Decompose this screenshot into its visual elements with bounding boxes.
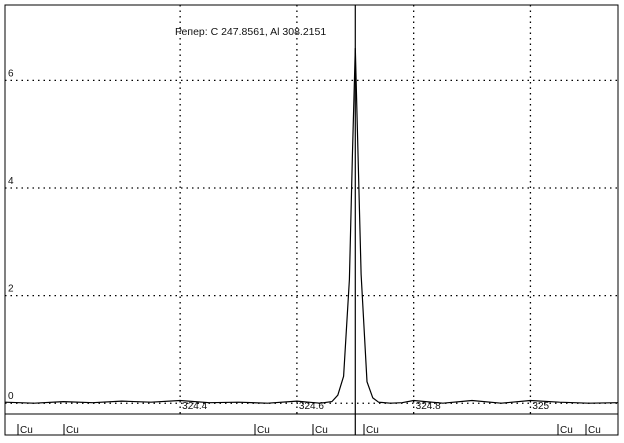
element-marker-label-4: Cu [366, 425, 379, 436]
element-marker-label-0: Cu [20, 425, 33, 436]
y-tick-label-0: 0 [8, 391, 14, 402]
element-marker-label-3: Cu [315, 425, 328, 436]
x-tick-labels: 324.4 324.6 324.8 325 [182, 401, 549, 412]
y-tick-label-1: 2 [8, 284, 14, 295]
x-tick-label-2: 324.8 [416, 401, 441, 412]
y-tick-labels: 0 2 4 6 [8, 68, 14, 402]
element-marker-label-2: Cu [257, 425, 270, 436]
plot-frame [4, 4, 619, 436]
x-tick-label-3: 325 [532, 401, 549, 412]
x-tick-label-1: 324.6 [299, 401, 324, 412]
y-tick-label-3: 6 [8, 68, 14, 79]
spectrum-series-line [4, 48, 619, 404]
element-marker-label-6: Cu [588, 425, 601, 436]
y-tick-label-2: 4 [8, 176, 14, 187]
element-markers: Cu Cu Cu Cu Cu Cu Cu [17, 424, 601, 436]
x-tick-label-0: 324.4 [182, 401, 207, 412]
element-marker-label-1: Cu [66, 425, 79, 436]
element-marker-label-5: Cu [560, 425, 573, 436]
grid [5, 5, 618, 414]
chart-title: Репер: C 247.8561, Al 308.2151 [175, 26, 326, 38]
